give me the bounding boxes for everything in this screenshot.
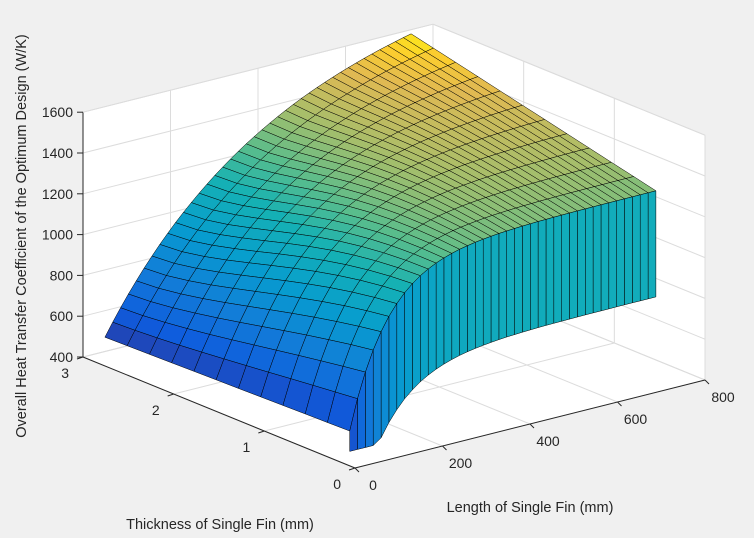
surface-edge-patch (585, 206, 594, 316)
y-tick-label: 2 (152, 402, 160, 418)
surface-edge-patch (632, 194, 641, 304)
back-top-edge (82, 23, 434, 113)
z-tick-label: 800 (50, 267, 74, 283)
z-tick-label: 600 (50, 308, 74, 324)
surface-edge-patch (380, 316, 390, 438)
surface-edge-patch (647, 190, 657, 300)
x-tick-mark (529, 423, 535, 429)
surface-edge-patch (624, 196, 633, 306)
surface-edge-patch (459, 245, 468, 356)
x-tick-mark (704, 379, 710, 385)
surface-edge-patch (616, 198, 625, 308)
surface-edge-patch (545, 216, 555, 326)
y-tick-mark (258, 430, 265, 434)
surface-edge-patch (600, 202, 610, 312)
surface-edge-patch (577, 208, 586, 318)
surface-edge-patch (396, 292, 405, 411)
surface-edge-patch (530, 221, 539, 331)
x-tick-label: 200 (449, 455, 473, 471)
x-tick-mark (442, 445, 447, 451)
y-axis-line (82, 356, 356, 469)
surface-edge-patch (420, 268, 429, 383)
surface-edge-patch (372, 331, 382, 447)
z-tick-label: 400 (50, 349, 74, 365)
z-tick-label: 1600 (42, 104, 73, 120)
surface-edge-patch (498, 230, 507, 340)
y-axis-label: Thickness of Single Fin (mm) (126, 517, 314, 533)
surface-edge-patch (443, 252, 453, 365)
surface-edge-patch (412, 275, 421, 391)
z-axis-label: Overall Heat Transfer Coefficient of the… (14, 34, 30, 437)
y-tick-mark (348, 467, 356, 471)
surface-edge-patch (561, 212, 570, 322)
z-tick-label: 1400 (42, 145, 73, 161)
x-tick-label: 600 (624, 411, 648, 427)
surface-edge-patch (639, 192, 649, 302)
x-tick-label: 400 (536, 433, 560, 449)
surface-edge-patch (388, 302, 398, 424)
z-tick-label: 1000 (42, 227, 73, 243)
surface-edge-patch (553, 214, 562, 324)
surface-edge-patch (592, 204, 602, 314)
y-tick-label: 3 (61, 365, 69, 381)
x-axis-label: Length of Single Fin (mm) (447, 500, 614, 516)
surface-edge-patch (608, 200, 617, 310)
surface-edge-patch (569, 210, 578, 320)
y-tick-label: 1 (243, 439, 251, 455)
surface-edge-patch (522, 223, 531, 333)
surface-edge-patch (475, 238, 484, 349)
x-tick-label: 0 (369, 477, 377, 493)
y-tick-mark (167, 393, 174, 397)
surface-edge-patch (451, 248, 460, 360)
surface-edge-patch (467, 241, 476, 353)
y-tick-label: 0 (333, 476, 341, 492)
surface-edge-patch (435, 257, 445, 370)
surface-edge-patch (427, 262, 437, 376)
surface-edge-patch (506, 228, 515, 338)
surface-edge-patch (537, 219, 547, 328)
z-tick-label: 1200 (42, 186, 73, 202)
surface-edge-patch (514, 225, 523, 335)
surface-edge-patch (482, 235, 492, 346)
right-top-edge (432, 23, 706, 136)
axis-ticks: 0200400600800012340060080010001200140016… (42, 104, 735, 493)
x-tick-mark (617, 401, 622, 407)
x-tick-label: 800 (711, 389, 735, 405)
surface-edge-patch (404, 282, 413, 400)
surface-edge-patch (349, 398, 358, 452)
surface-edge-patch (490, 233, 500, 343)
surface (104, 33, 657, 452)
x-tick-mark (354, 467, 360, 473)
